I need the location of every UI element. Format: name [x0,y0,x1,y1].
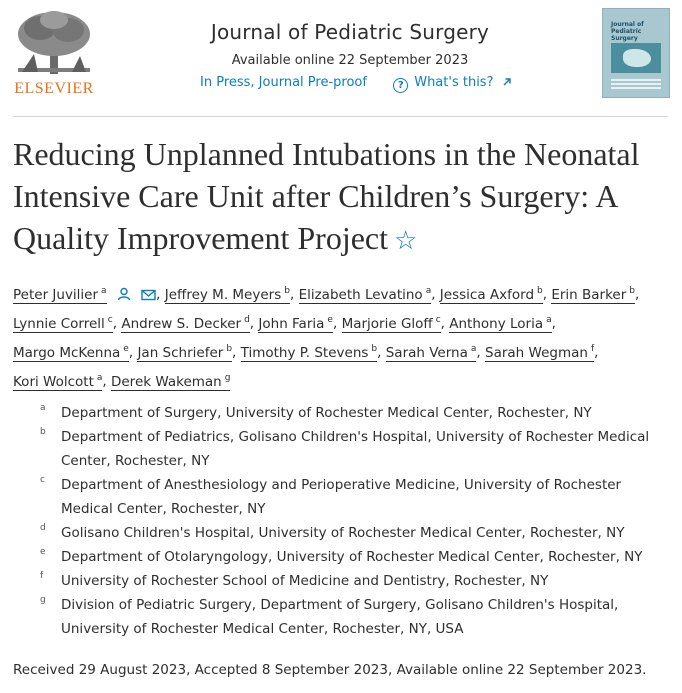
star-outline-icon[interactable]: ☆ [394,226,418,255]
affiliation-item: e Department of Otolaryngology, Universit… [40,545,660,569]
affiliation-text: Division of Pediatric Surgery, Departmen… [61,597,619,637]
author-link[interactable]: Peter Juvilier a [13,286,107,304]
affiliation-text: Department of Anesthesiology and Periope… [61,477,622,517]
cover-title: Journal of Pediatric Surgery [611,21,644,42]
author-link[interactable]: Jeffrey M. Meyers b [164,286,290,304]
external-arrow-icon [503,78,511,86]
elsevier-logo[interactable]: ELSEVIER [12,10,96,98]
author-link[interactable]: Sarah Verna a [385,344,477,362]
affiliation-label: d [40,523,46,533]
question-circle-icon[interactable]: ? [393,78,409,93]
article-title: Reducing Unplanned Intubations in the Ne… [13,133,673,262]
author-link[interactable]: Sarah Wegman f [485,344,595,362]
affiliation-item: a Department of Surgery, University of Ro… [40,401,660,425]
article-history: Received 29 August 2023, Accepted 8 Sept… [13,662,647,678]
affiliation-label: e [40,547,46,557]
author-link[interactable]: Lynnie Correll c [13,315,113,333]
available-online-date: Available online 22 September 2023 [231,53,469,68]
cover-image-detail [623,49,651,67]
envelope-icon[interactable] [141,289,156,301]
affiliation-label: a [40,403,46,413]
author-link[interactable]: Kori Wolcott a [13,373,103,391]
person-icon[interactable] [117,287,131,301]
affiliation-label: c [40,475,45,485]
affiliation-text: Department of Otolaryngology, University… [61,549,643,565]
author-link[interactable]: Elizabeth Levatino a [298,286,432,304]
author-link[interactable]: Jessica Axford b [439,286,543,304]
author-link[interactable]: Timothy P. Stevens b [240,344,378,362]
author-link[interactable]: Jan Schriefer b [137,344,233,362]
article-status-links: In Press, Journal Pre-proof ? What's this… [200,75,512,93]
article-header: ELSEVIER Journal of Pediatric Surgery Av… [0,0,682,118]
whats-this-link[interactable]: What's this? [414,75,494,90]
affiliation-item: d Golisano Children's Hospital, Universit… [40,521,660,545]
affiliation-text: Department of Pediatrics, Golisano Child… [61,429,650,469]
author-link[interactable]: Derek Wakeman g [110,373,231,391]
affiliation-text: Golisano Children's Hospital, University… [61,525,625,541]
affiliation-item: c Department of Anesthesiology and Periop… [40,473,660,521]
affiliation-item: f University of Rochester School of Medic… [40,569,660,593]
author-link[interactable]: Anthony Loria a [449,315,552,333]
affiliation-label: f [40,571,44,581]
header-divider [13,116,668,117]
author-list: Peter Juvilier a , Jeffrey M. Meyers b, El… [13,286,640,391]
affiliation-label: b [40,427,46,437]
cover-text-lines [611,79,661,81]
author-link[interactable]: John Faria e [258,315,333,333]
affiliation-list: a Department of Surgery, University of Ro… [40,401,660,641]
author-link[interactable]: Andrew S. Decker d [121,315,250,333]
elsevier-tree-icon [18,11,90,74]
publisher-wordmark: ELSEVIER [14,80,94,97]
author-link[interactable]: Erin Barker b [551,286,636,304]
affiliation-text: University of Rochester School of Medici… [61,573,549,589]
affiliation-item: g Division of Pediatric Surgery, Departme… [40,593,660,641]
affiliation-text: Department of Surgery, University of Roc… [61,405,592,421]
article-title-text: Reducing Unplanned Intubations in the Ne… [13,136,640,256]
author-link[interactable]: Margo McKenna e [13,344,129,362]
journal-title[interactable]: Journal of Pediatric Surgery [210,20,490,44]
affiliation-label: g [40,595,46,605]
in-press-link[interactable]: In Press, Journal Pre-proof [200,75,367,90]
author-link[interactable]: Marjorie Gloff c [341,315,441,333]
affiliation-item: b Department of Pediatrics, Golisano Chil… [40,425,660,473]
journal-cover-thumbnail[interactable]: Journal of Pediatric Surgery [602,8,670,98]
